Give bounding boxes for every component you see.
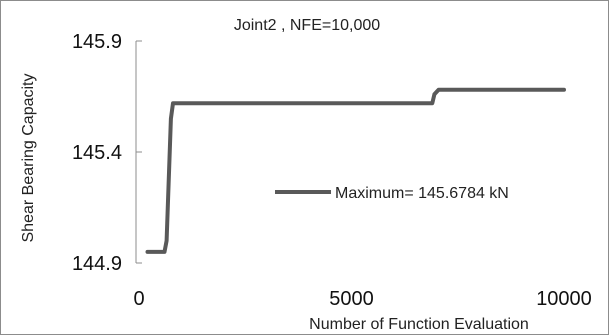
y-tick-label: 144.9 <box>72 253 122 275</box>
series-line <box>145 87 566 254</box>
legend-label: Maximum= 145.6784 kN <box>335 185 509 202</box>
x-tick-label: 5000 <box>329 288 374 310</box>
chart-title: Joint2 , NFE=10,000 <box>234 17 380 34</box>
plot-layer: 145.9 145.4 144.9 0 5000 10000 <box>72 31 592 310</box>
legend: Maximum= 145.6784 kN <box>275 185 509 202</box>
x-tick-label: 0 <box>133 288 144 310</box>
y-axis-label: Shear Bearing Capacity <box>20 74 37 243</box>
y-tick-label: 145.4 <box>72 142 122 164</box>
x-tick-label: 10000 <box>536 288 592 310</box>
x-axis-label: Number of Function Evaluation <box>309 316 529 333</box>
y-tick-label: 145.9 <box>72 31 122 53</box>
